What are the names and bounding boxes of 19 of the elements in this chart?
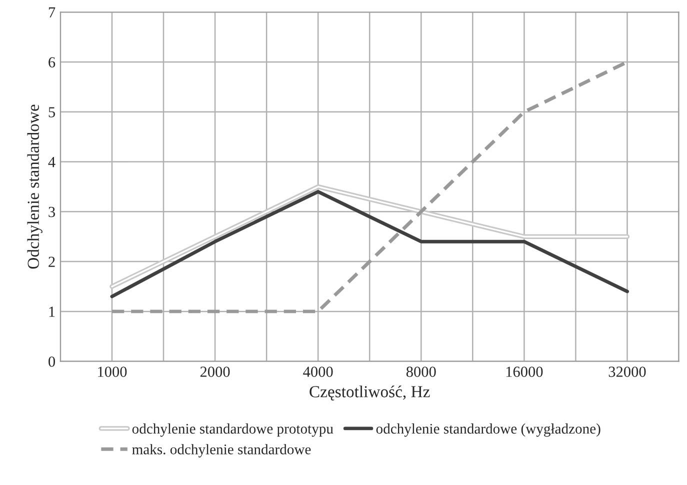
x-tick-label: 32000 — [608, 366, 646, 377]
x-tick-label: 4000 — [303, 366, 333, 377]
y-axis-title: Odchylenie standardowe — [27, 104, 42, 269]
y-tick-label: 2 — [48, 256, 55, 267]
y-tick-label: 5 — [48, 107, 55, 118]
y-tick-label: 0 — [48, 356, 56, 367]
legend-label: maks. odchylenie standardowe — [132, 444, 311, 458]
x-tick-label: 8000 — [406, 366, 436, 377]
legend-label: odchylenie standardowe prototypu — [132, 423, 334, 437]
y-tick-label: 1 — [49, 306, 55, 317]
x-tick-label: 2000 — [200, 366, 230, 377]
y-tick-label: 4 — [48, 157, 56, 168]
x-tick-label: 16000 — [506, 366, 543, 377]
y-tick-label: 3 — [48, 206, 55, 218]
y-tick-label: 7 — [48, 7, 56, 18]
y-tick-label: 6 — [48, 57, 56, 68]
x-axis-title: Częstotliwość, Hz — [310, 386, 430, 400]
legend-label: odchylenie standardowe (wygładzone) — [376, 423, 600, 437]
x-tick-label: 1000 — [98, 366, 127, 377]
